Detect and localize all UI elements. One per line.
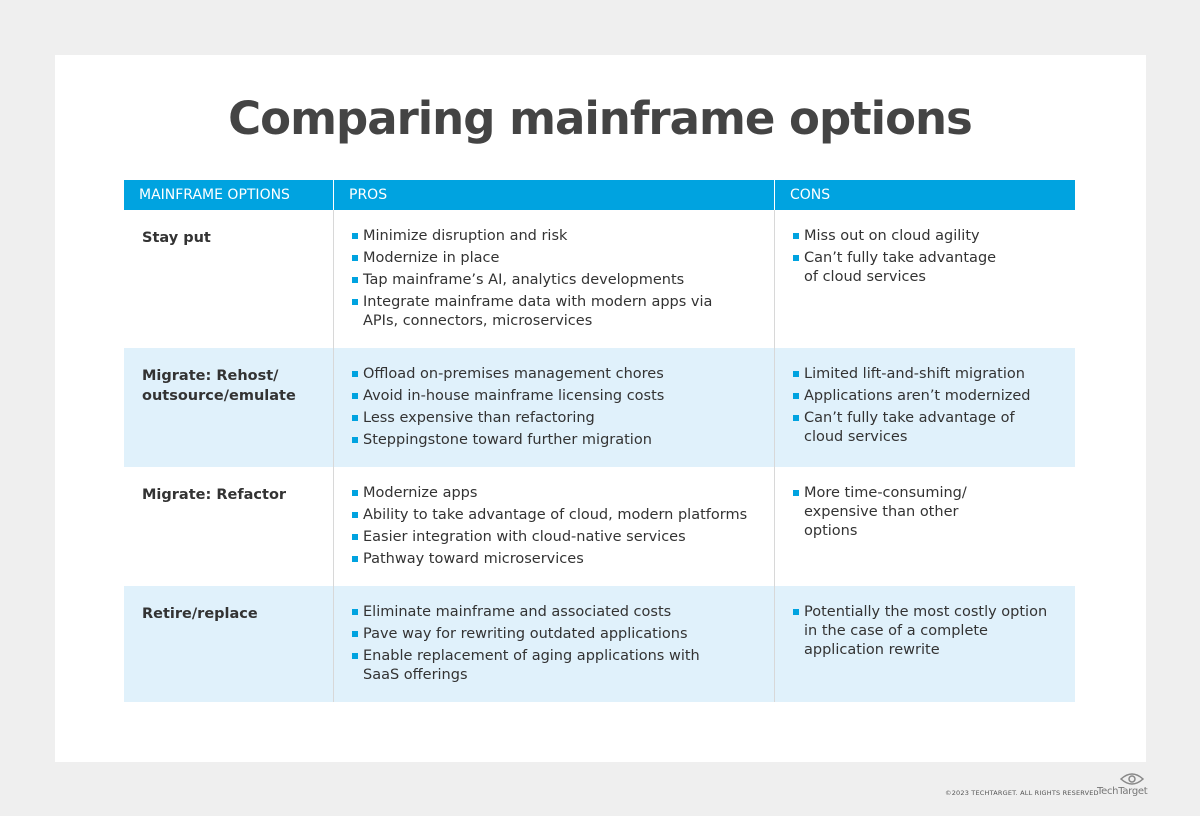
option-name: Retire/replace <box>124 586 334 702</box>
option-name: Migrate: Refactor <box>124 467 334 586</box>
con-item: Can’t fully take advantage of cloud serv… <box>793 409 1023 447</box>
pro-item: Pathway toward microservices <box>352 550 774 569</box>
table-row: Retire/replace Eliminate mainframe and a… <box>124 586 1075 702</box>
pros-list: Minimize disruption and risk Modernize i… <box>352 227 774 331</box>
techtarget-eye-icon <box>1120 773 1144 785</box>
pros-list: Offload on-premises management chores Av… <box>352 365 774 450</box>
cons-list: Limited lift-and-shift migration Applica… <box>793 365 1075 447</box>
con-item: Potentially the most costly option in th… <box>793 603 1053 660</box>
table-row: Stay put Minimize disruption and risk Mo… <box>124 210 1075 348</box>
header-options: MAINFRAME OPTIONS <box>124 180 334 210</box>
header-cons: CONS <box>790 187 831 203</box>
page-title: Comparing mainframe options <box>228 92 973 145</box>
comparison-table: MAINFRAME OPTIONS PROS CONS Stay put Min… <box>124 180 1075 702</box>
cons-list: Potentially the most costly option in th… <box>793 603 1075 660</box>
pros-list: Eliminate mainframe and associated costs… <box>352 603 774 685</box>
con-item: Can’t fully take advantage of cloud serv… <box>793 249 1008 287</box>
con-item: More time-consuming/ expensive than othe… <box>793 484 1008 541</box>
pro-item: Ability to take advantage of cloud, mode… <box>352 506 774 525</box>
cons-list: Miss out on cloud agility Can’t fully ta… <box>793 227 1075 287</box>
con-item: Miss out on cloud agility <box>793 227 1075 246</box>
pro-item: Easier integration with cloud-native ser… <box>352 528 774 547</box>
copyright-text: ©2023 TECHTARGET. ALL RIGHTS RESERVED <box>945 789 1099 797</box>
option-name: Stay put <box>124 210 334 348</box>
pro-item: Pave way for rewriting outdated applicat… <box>352 625 774 644</box>
pro-item: Less expensive than refactoring <box>352 409 774 428</box>
cons-list: More time-consuming/ expensive than othe… <box>793 484 1075 541</box>
pros-list: Modernize apps Ability to take advantage… <box>352 484 774 569</box>
pro-item: Enable replacement of aging applications… <box>352 647 712 685</box>
con-item: Applications aren’t modernized <box>793 387 1075 406</box>
pro-item: Avoid in-house mainframe licensing costs <box>352 387 774 406</box>
pro-item: Steppingstone toward further migration <box>352 431 774 450</box>
pro-item: Integrate mainframe data with modern app… <box>352 293 727 331</box>
pro-item: Modernize in place <box>352 249 774 268</box>
option-name: Migrate: Rehost/ outsource/emulate <box>124 348 334 467</box>
techtarget-logo: TechTarget <box>1097 786 1148 797</box>
table-header: MAINFRAME OPTIONS PROS CONS <box>124 180 1075 210</box>
header-pros: PROS <box>334 180 775 210</box>
con-item: Limited lift-and-shift migration <box>793 365 1075 384</box>
table-row: Migrate: Refactor Modernize apps Ability… <box>124 467 1075 586</box>
pro-item: Eliminate mainframe and associated costs <box>352 603 774 622</box>
pro-item: Offload on-premises management chores <box>352 365 774 384</box>
pro-item: Modernize apps <box>352 484 774 503</box>
pro-item: Tap mainframe’s AI, analytics developmen… <box>352 271 774 290</box>
pro-item: Minimize disruption and risk <box>352 227 774 246</box>
table-row: Migrate: Rehost/ outsource/emulate Offlo… <box>124 348 1075 467</box>
